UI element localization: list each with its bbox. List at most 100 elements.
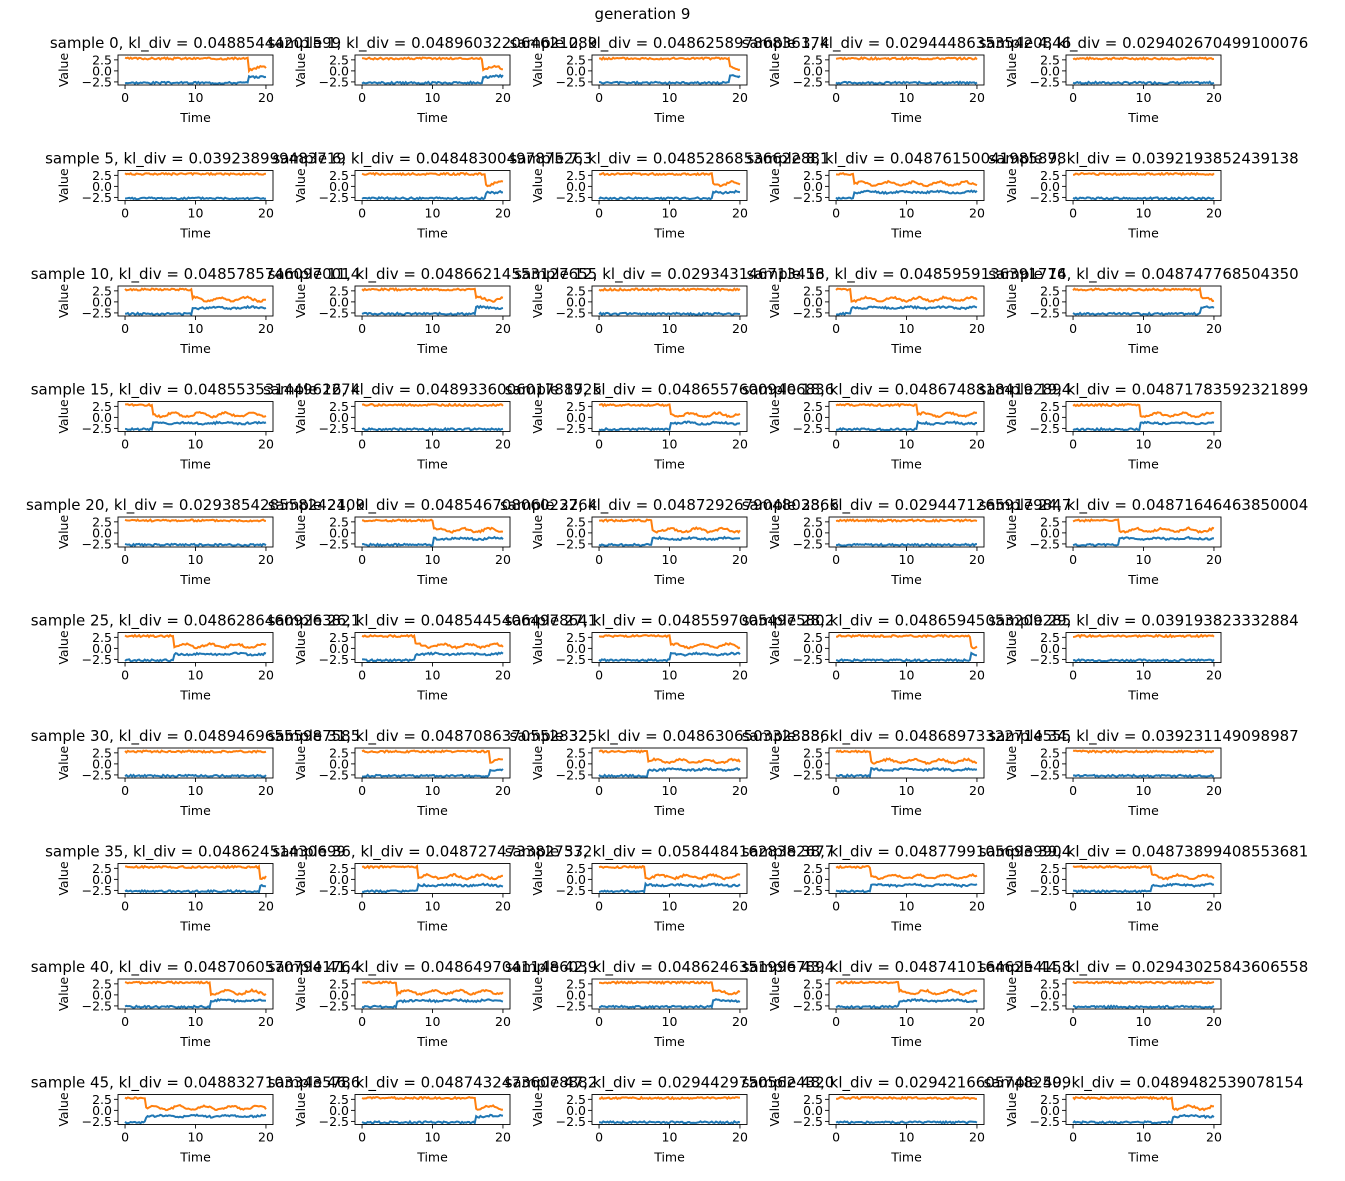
subplot-title: sample 30, kl_div = 0.04894696555987585	[31, 727, 361, 746]
series-line-orange	[124, 518, 266, 523]
y-tick-label: 2.5	[92, 861, 112, 876]
series-line-orange	[361, 633, 504, 650]
x-tick-label: 20	[495, 90, 511, 105]
y-axis-label: Value	[767, 53, 782, 88]
x-tick-label: 20	[495, 437, 511, 452]
subplot-title: sample 34, kl_div = 0.039231149098987	[988, 727, 1298, 746]
subplot-title: sample 33, kl_div = 0.04868973322714555	[742, 727, 1072, 746]
subplot-title: sample 6, kl_div = 0.04848300497875263	[273, 150, 593, 169]
subplot-title: sample 2, kl_div = 0.04862589786836174	[510, 34, 830, 53]
x-axis-label: Time	[179, 572, 211, 587]
y-tick-label: 2.5	[566, 283, 586, 298]
x-axis-label: Time	[416, 919, 448, 934]
x-tick-label: 20	[495, 668, 511, 683]
x-axis-label: Time	[890, 572, 922, 587]
x-tick-label: 0	[832, 321, 840, 336]
series-line-orange	[598, 518, 741, 534]
y-axis-label: Value	[530, 168, 545, 203]
subplot-panel: sample 9, kl_div = 0.0392193852439138 0 10…	[988, 150, 1298, 241]
x-tick-label: 0	[121, 668, 129, 683]
x-tick-label: 0	[121, 899, 129, 914]
y-tick-label: 2.5	[92, 976, 112, 991]
x-tick-label: 20	[732, 1130, 748, 1145]
subplot-title: sample 29, kl_div = 0.039193823332884	[988, 612, 1298, 631]
y-tick-label: −2.5	[82, 998, 112, 1013]
x-tick-label: 20	[1206, 321, 1222, 336]
series-line-orange	[124, 633, 267, 650]
subplot-panel: sample 31, kl_div = 0.04870863705528325 0…	[268, 727, 598, 818]
x-tick-label: 0	[121, 321, 129, 336]
x-tick-label: 20	[495, 206, 511, 221]
subplot-title: sample 19, kl_div = 0.04871783592321899	[979, 381, 1309, 400]
subplot-title: sample 41, kl_div = 0.04864970411486039	[268, 958, 598, 977]
subplot-title: sample 5, kl_div = 0.039238999483719	[45, 150, 346, 169]
series-line-blue	[124, 1113, 267, 1125]
x-tick-label: 20	[732, 206, 748, 221]
y-tick-label: 2.5	[1040, 630, 1060, 645]
subplot-title: sample 27, kl_div = 0.04855970054975802	[505, 612, 835, 631]
y-axis-label: Value	[1004, 630, 1019, 665]
x-axis-label: Time	[1127, 457, 1159, 472]
x-tick-label: 20	[495, 1130, 511, 1145]
series-line-blue	[1072, 882, 1215, 894]
series-line-blue	[1072, 1113, 1215, 1125]
subplot-panel: sample 11, kl_div = 0.04866214553127655 0…	[268, 265, 598, 356]
y-tick-label: 0.0	[566, 641, 586, 656]
x-tick-label: 10	[425, 1130, 441, 1145]
y-tick-label: 0.0	[803, 872, 823, 887]
series-line-orange	[361, 864, 504, 881]
y-tick-label: −2.5	[1030, 767, 1060, 782]
series-line-orange	[598, 1095, 741, 1101]
subplot-panel: sample 47, kl_div = 0.02944297505624320 0…	[505, 1074, 835, 1165]
y-axis-label: Value	[767, 977, 782, 1012]
series-line-orange	[598, 171, 741, 188]
subplot-panel: sample 41, kl_div = 0.04864970411486039 0…	[268, 958, 598, 1049]
x-tick-label: 10	[899, 899, 915, 914]
y-tick-label: −2.5	[1030, 421, 1060, 436]
subplot-panel: sample 49, kl_div = 0.0489482539078154 0 1…	[984, 1074, 1304, 1165]
x-tick-label: 10	[188, 552, 204, 567]
x-tick-label: 10	[899, 321, 915, 336]
x-tick-label: 20	[732, 899, 748, 914]
y-tick-label: −2.5	[319, 536, 349, 551]
subplot-title: sample 11, kl_div = 0.04866214553127655	[268, 265, 598, 284]
y-tick-label: 0.0	[92, 872, 112, 887]
x-axis-label: Time	[653, 688, 685, 703]
series-line-blue	[124, 773, 267, 778]
y-tick-label: 0.0	[803, 1103, 823, 1118]
y-tick-label: −2.5	[319, 998, 349, 1013]
x-tick-label: 10	[1136, 437, 1152, 452]
x-axis-label: Time	[653, 457, 685, 472]
y-tick-label: 0.0	[329, 1103, 349, 1118]
x-axis-label: Time	[179, 803, 211, 818]
series-line-orange	[835, 749, 978, 766]
y-axis-label: Value	[1004, 861, 1019, 896]
series-line-blue	[361, 73, 504, 85]
x-tick-label: 20	[495, 1014, 511, 1029]
y-tick-label: 2.5	[803, 52, 823, 67]
series-line-orange	[835, 980, 978, 996]
x-tick-label: 10	[1136, 552, 1152, 567]
series-line-blue	[835, 766, 978, 778]
x-tick-label: 10	[1136, 1014, 1152, 1029]
series-line-blue	[124, 997, 267, 1009]
y-tick-label: 0.0	[92, 1103, 112, 1118]
y-axis-label: Value	[767, 515, 782, 550]
series-line-blue	[361, 426, 504, 432]
y-axis-label: Value	[767, 399, 782, 434]
y-tick-label: 2.5	[566, 1092, 586, 1107]
x-tick-label: 0	[358, 321, 366, 336]
y-tick-label: 2.5	[566, 52, 586, 67]
x-tick-label: 0	[121, 552, 129, 567]
y-axis-label: Value	[1004, 399, 1019, 434]
x-tick-label: 10	[662, 899, 678, 914]
subplot-panel: sample 30, kl_div = 0.04894696555987585 0…	[31, 727, 361, 818]
x-tick-label: 20	[969, 437, 985, 452]
x-axis-label: Time	[653, 341, 685, 356]
subplot-panel: sample 12, kl_div = 0.029343146713456 0 10…	[514, 265, 824, 356]
series-line-orange	[598, 749, 741, 765]
y-axis-label: Value	[767, 284, 782, 319]
series-line-orange	[835, 518, 978, 523]
x-tick-label: 20	[258, 206, 274, 221]
